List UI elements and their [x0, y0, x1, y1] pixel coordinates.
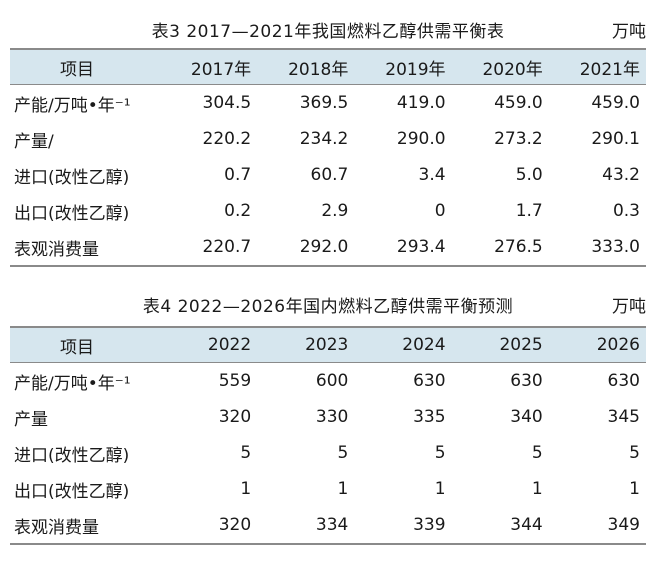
table3-header-cell: 项目	[10, 48, 160, 85]
table-cell: 2.9	[321, 201, 349, 221]
table-cell: 293.4	[354, 229, 452, 267]
row-label: 产能/万吨•年⁻¹	[14, 95, 131, 116]
table4-title: 表4 2022—2026年国内燃料乙醇供需平衡预测	[142, 297, 514, 317]
table-cell: 340	[510, 407, 543, 427]
table3-header-cell: 2020年	[451, 48, 549, 85]
table-cell: 320	[218, 407, 252, 427]
table-cell: 334	[257, 507, 355, 545]
table-cell: 292.0	[257, 229, 355, 267]
table-cell: 320	[160, 507, 258, 545]
table-row: 产能/万吨•年⁻¹ 304.5 369.5 419.0 459.0 459.0	[10, 85, 646, 122]
table-row: 进口(改性乙醇) 5 5 5 5 5	[10, 435, 646, 471]
table-cell: 333.0	[548, 229, 646, 267]
table-cell: 234.2	[299, 129, 349, 149]
row-label: 产能/万吨•年⁻¹	[14, 373, 131, 394]
table4-header-cell: 2026	[548, 326, 646, 363]
table-cell: 330	[315, 407, 349, 427]
table3-header-cell: 2019年	[354, 48, 452, 85]
table4-header-cell: 2024	[354, 326, 452, 363]
row-label: 出口(改性乙醇)	[14, 481, 130, 502]
table-cell: 335	[413, 407, 446, 427]
table3-unit: 万吨	[612, 22, 646, 42]
table-cell: 5.0	[515, 165, 543, 185]
table-cell: 419.0	[396, 93, 446, 113]
row-label: 进口(改性乙醇)	[14, 167, 130, 188]
table-cell: 5	[337, 443, 349, 463]
table-cell: 0	[434, 201, 446, 221]
table-row: 出口(改性乙醇) 0.2 2.9 0 1.7 0.3	[10, 193, 646, 229]
row-label: 表观消费量	[10, 229, 160, 267]
table-cell: 369.5	[299, 93, 349, 113]
table4-caption: 表4 2022—2026年国内燃料乙醇供需平衡预测 万吨	[10, 293, 646, 321]
table-cell: 276.5	[451, 229, 549, 267]
table-cell: 1	[531, 479, 543, 499]
table3-caption: 表3 2017—2021年我国燃料乙醇供需平衡表 万吨	[10, 18, 646, 46]
table-cell: 1	[629, 479, 640, 499]
table-row: 表观消费量 320 334 339 344 349	[10, 507, 646, 545]
table-row: 产量/ 220.2 234.2 290.0 273.2 290.1	[10, 121, 646, 157]
table3-header-row: 项目 2017年 2018年 2019年 2020年 2021年	[10, 48, 646, 85]
table4-header-cell: 项目	[10, 326, 160, 363]
table-cell: 273.2	[494, 129, 543, 149]
table-cell: 345	[607, 407, 640, 427]
table-cell: 349	[548, 507, 646, 545]
table-cell: 339	[354, 507, 452, 545]
table-cell: 0.7	[224, 165, 252, 185]
table-cell: 0.3	[612, 201, 640, 221]
row-label: 产量/	[14, 131, 54, 152]
table-cell: 43.2	[602, 165, 640, 185]
table-cell: 290.0	[396, 129, 446, 149]
table-cell: 5	[434, 443, 446, 463]
table-cell: 559	[218, 371, 252, 391]
row-label: 表观消费量	[10, 507, 160, 545]
table3-title: 表3 2017—2021年我国燃料乙醇供需平衡表	[151, 22, 505, 42]
table-row: 进口(改性乙醇) 0.7 60.7 3.4 5.0 43.2	[10, 157, 646, 193]
table-cell: 630	[413, 371, 446, 391]
table4-header-row: 项目 2022 2023 2024 2025 2026	[10, 326, 646, 363]
table-cell: 220.2	[202, 129, 252, 149]
table-cell: 344	[451, 507, 549, 545]
row-label: 进口(改性乙醇)	[14, 445, 130, 466]
table4-header-cell: 2022	[160, 326, 258, 363]
table-row: 出口(改性乙醇) 1 1 1 1 1	[10, 471, 646, 507]
table4-header-cell: 2023	[257, 326, 355, 363]
table4: 项目 2022 2023 2024 2025 2026 产能/万吨•年⁻¹ 55…	[10, 326, 646, 545]
table-cell: 1.7	[515, 201, 543, 221]
table-row: 表观消费量 220.7 292.0 293.4 276.5 333.0	[10, 229, 646, 267]
table-cell: 1	[337, 479, 349, 499]
table-cell: 5	[629, 443, 640, 463]
table3-header-cell: 2017年	[160, 48, 258, 85]
table3-header-cell: 2021年	[548, 48, 646, 85]
table-cell: 304.5	[202, 93, 252, 113]
row-label: 出口(改性乙醇)	[14, 203, 130, 224]
table-cell: 630	[607, 371, 640, 391]
table-cell: 290.1	[591, 129, 640, 149]
table-cell: 3.4	[418, 165, 446, 185]
table-cell: 630	[510, 371, 543, 391]
table-row: 产能/万吨•年⁻¹ 559 600 630 630 630	[10, 363, 646, 400]
table-cell: 5	[240, 443, 252, 463]
table-cell: 60.7	[310, 165, 349, 185]
table4-unit: 万吨	[612, 297, 646, 317]
table-cell: 459.0	[494, 93, 543, 113]
table-cell: 0.2	[224, 201, 252, 221]
table-cell: 220.7	[160, 229, 258, 267]
table4-header-cell: 2025	[451, 326, 549, 363]
table-cell: 459.0	[591, 93, 640, 113]
table3-header-cell: 2018年	[257, 48, 355, 85]
row-label: 产量	[14, 409, 48, 430]
table-cell: 600	[315, 371, 349, 391]
table-cell: 1	[240, 479, 252, 499]
table-row: 产量 320 330 335 340 345	[10, 399, 646, 435]
table3: 项目 2017年 2018年 2019年 2020年 2021年 产能/万吨•年…	[10, 48, 646, 267]
table-cell: 5	[531, 443, 543, 463]
table-cell: 1	[434, 479, 446, 499]
